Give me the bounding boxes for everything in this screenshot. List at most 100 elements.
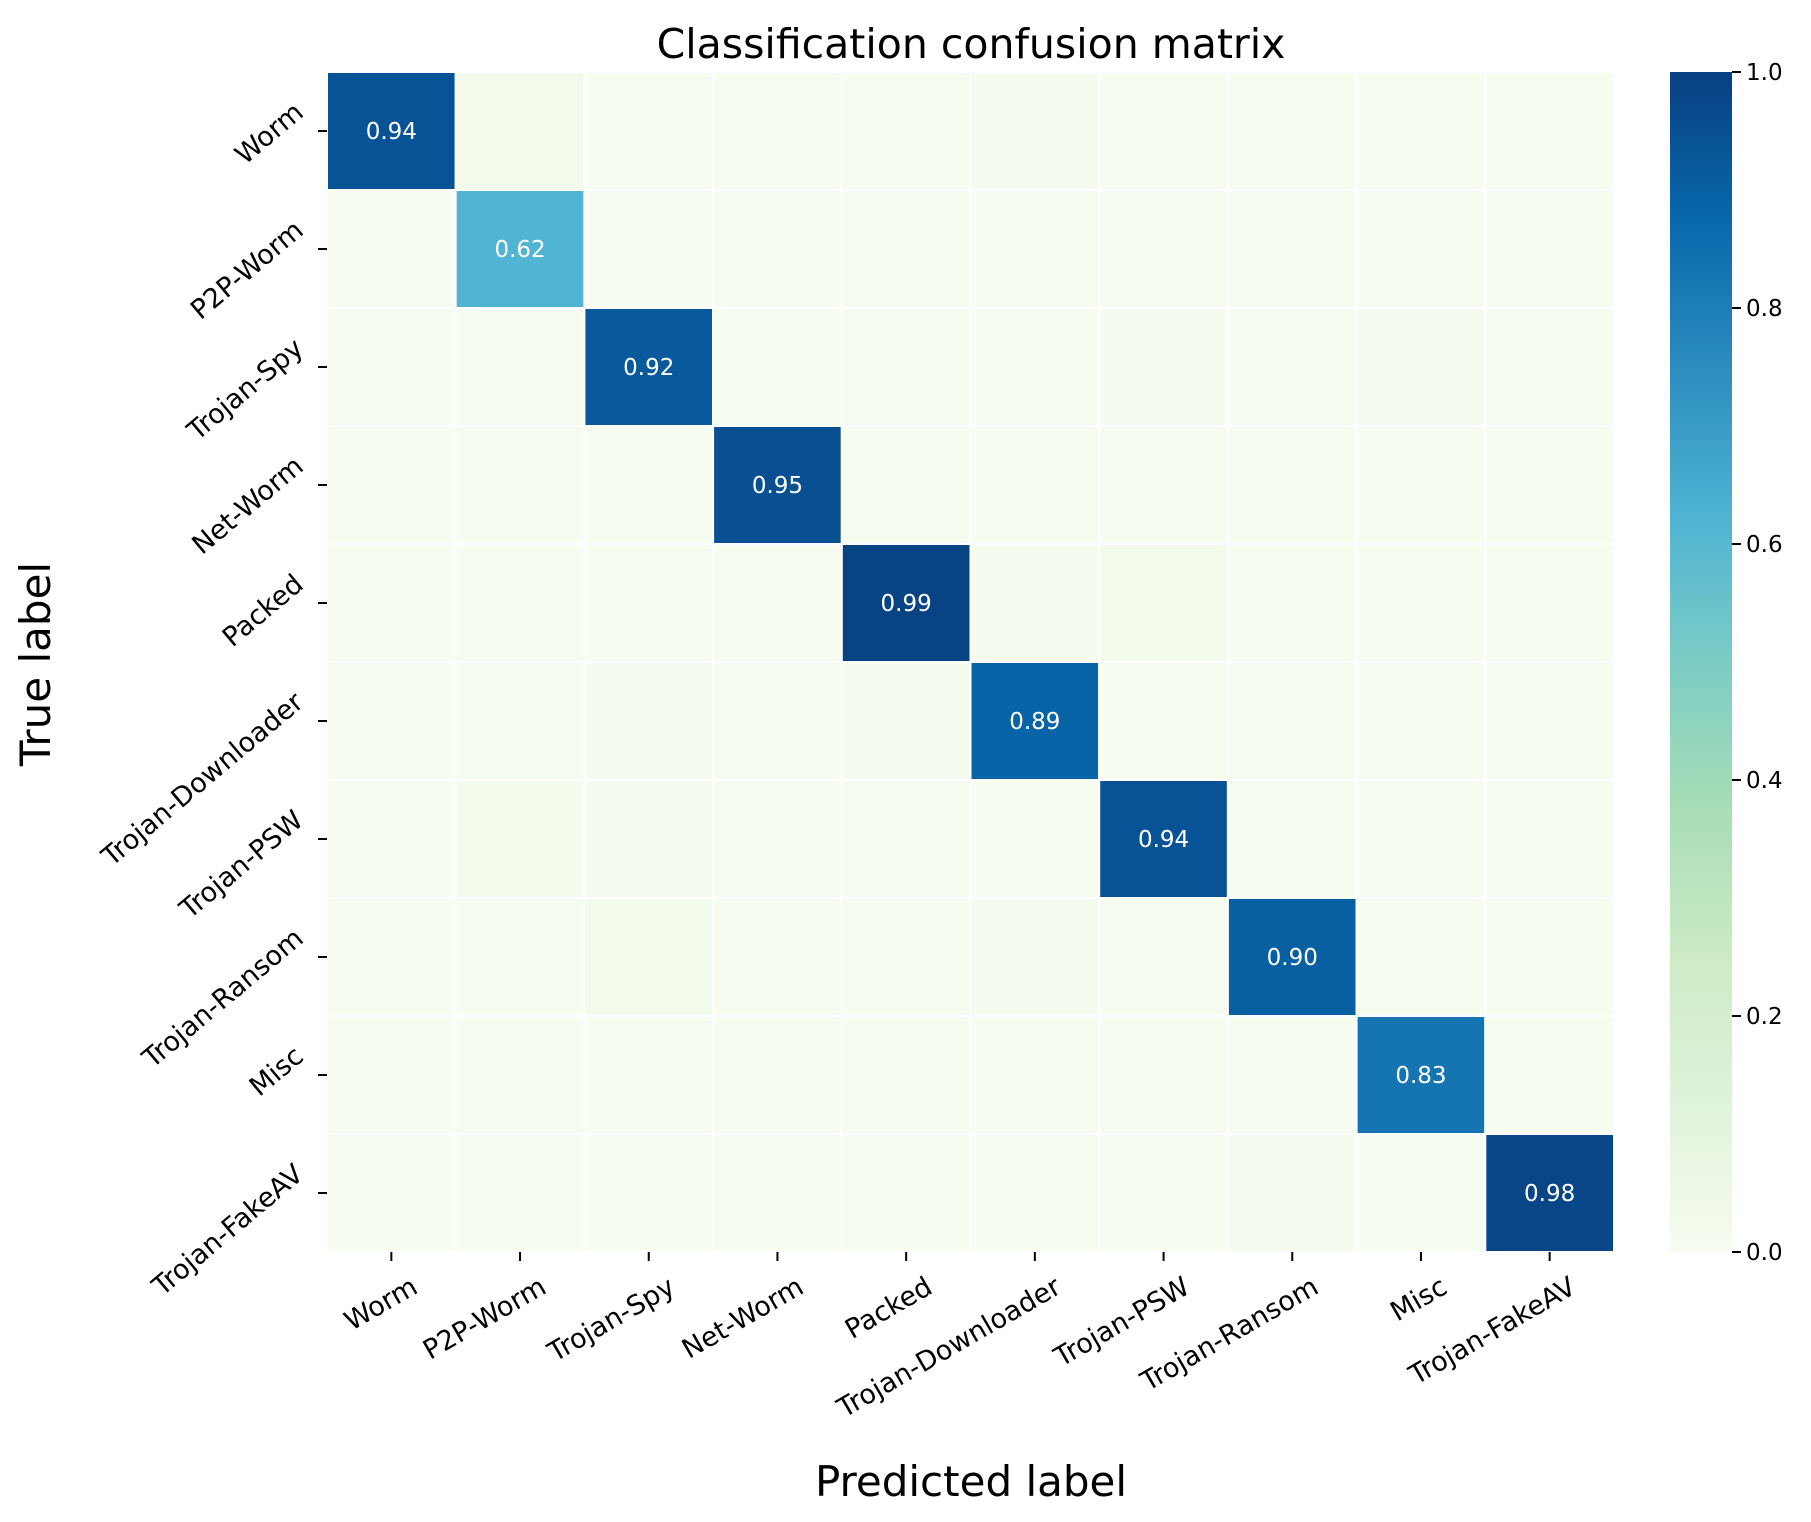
colorbar-tick-label: 1.0 [1746,60,1783,86]
heatmap-cell [583,1015,715,1135]
heatmap-cell [326,1133,457,1253]
heatmap-cell [583,897,715,1017]
colorbar-tick-label: 0.0 [1746,1240,1783,1266]
heatmap-cell [1355,897,1487,1017]
colorbar-ticks: 0.0 0.2 0.4 0.6 0.8 1.0 [1732,60,1783,1266]
heatmap-cell [1098,189,1229,309]
heatmap-cell [969,543,1101,663]
heatmap-cell [454,779,586,899]
colorbar-tick-label: 0.6 [1746,532,1783,558]
cell-annotation: 0.99 [881,591,932,617]
heatmap-cell [712,307,843,427]
x-tick-label: P2P-Worm [418,1271,552,1366]
heatmap-cell [840,779,972,899]
heatmap-cell [969,661,1101,781]
y-tick-label: Trojan-Spy [181,333,309,448]
heatmap-cell [1098,425,1229,545]
chart-title: Classification confusion matrix [657,20,1286,68]
heatmap-cell [583,779,715,899]
x-tick-label: Worm [339,1271,423,1337]
heatmap-cell [1226,425,1358,545]
heatmap-cell [454,1015,586,1135]
heatmap-cell [454,71,586,191]
heatmap-cell [1484,1133,1616,1253]
heatmap-cell [1226,307,1358,427]
heatmap-cell [712,543,843,663]
colorbar [1670,72,1732,1252]
cell-annotation: 0.90 [1267,945,1318,971]
heatmap-cell [969,897,1101,1017]
y-tick-label: P2P-Worm [185,215,309,326]
heatmap-cell [326,307,457,427]
heatmap-cell [1484,425,1616,545]
y-tick-label: Packed [217,569,310,654]
heatmap-cell [1226,779,1358,899]
colorbar-tick-label: 0.8 [1746,296,1783,322]
heatmap-cell [1355,779,1487,899]
x-tick-label: Misc [1385,1271,1452,1328]
heatmap-cell [1484,307,1616,427]
heatmap-cell [969,189,1101,309]
heatmap-cell [1484,661,1616,781]
heatmap-cell [1355,189,1487,309]
y-tick-label: Net-Worm [186,451,309,561]
heatmap-cell [840,307,972,427]
cell-annotation: 0.94 [1138,827,1189,853]
heatmap-cell [840,1133,972,1253]
heatmap-cell [1226,1133,1358,1253]
heatmap-cell [1484,897,1616,1017]
heatmap-cell [712,661,843,781]
heatmap-cell [454,897,586,1017]
heatmap-cell [1484,543,1616,663]
x-tick-label: Net-Worm [677,1271,809,1365]
heatmap-cells [326,71,1616,1253]
heatmap-cell [969,1133,1101,1253]
heatmap-cell [583,1133,715,1253]
heatmap-cell [969,425,1101,545]
heatmap-cell [840,189,972,309]
cell-annotation: 0.95 [752,473,803,499]
heatmap-cell [1355,543,1487,663]
y-axis-label: True label [11,562,60,767]
heatmap-cell [1098,1015,1229,1135]
heatmap-cell [1484,189,1616,309]
heatmap-cell [1098,897,1229,1017]
heatmap-cell [326,425,457,545]
heatmap-cell [840,897,972,1017]
heatmap-cell [712,189,843,309]
cell-annotation: 0.92 [623,355,674,381]
heatmap-cell [840,543,972,663]
y-tick-label: Misc [244,1041,310,1103]
heatmap-cell [969,779,1101,899]
heatmap-cell [326,661,457,781]
heatmap-cell [712,897,843,1017]
heatmap-cell [583,71,715,191]
heatmap-cell [454,307,586,427]
heatmap-cell [1098,661,1229,781]
heatmap-cell [1226,1015,1358,1135]
heatmap-cell [1355,1015,1487,1135]
heatmap-cell [1098,543,1229,663]
heatmap-cell [454,189,586,309]
colorbar-tick-label: 0.2 [1746,1004,1783,1030]
cell-annotations: 0.94 0.62 0.92 0.95 0.99 0.89 0.94 0.90 0.83 0.98 [366,119,1576,1207]
heatmap-cell [326,897,457,1017]
heatmap-cell [1098,1133,1229,1253]
heatmap-cell [1098,307,1229,427]
heatmap-cell [454,543,586,663]
cell-annotation: 0.89 [1009,709,1060,735]
heatmap-cell [1484,71,1616,191]
heatmap-cell [454,1133,586,1253]
heatmap-cell [454,661,586,781]
heatmap-cell [326,1015,457,1135]
heatmap-cell [1355,425,1487,545]
heatmap-cell [326,779,457,899]
heatmap-cell [1098,71,1229,191]
heatmap-cell [840,661,972,781]
heatmap-cell [969,307,1101,427]
heatmap-cell [840,1015,972,1135]
